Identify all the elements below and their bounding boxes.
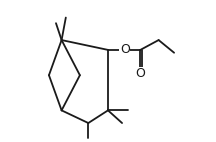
Text: O: O [135,67,145,80]
Text: O: O [120,43,130,56]
